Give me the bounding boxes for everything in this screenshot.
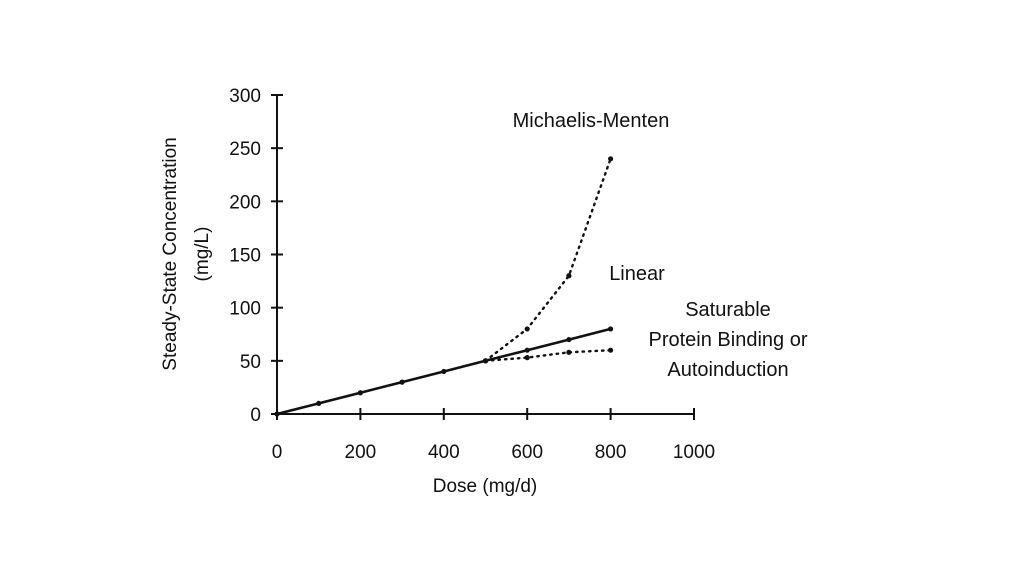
series-0-point-6 [524,347,530,353]
x-tick-label-1000: 1000 [673,442,715,463]
series-0-point-2 [357,390,363,396]
series-0-point-8 [608,326,614,332]
series-0-point-7 [566,336,572,343]
y-tick-label-250: 250 [229,139,261,160]
annotation-michaelis-menten: Michaelis-Menten [513,110,670,132]
y-tick-label-50: 50 [240,352,261,373]
y-tick-label-300: 300 [229,86,261,107]
x-tick-label-800: 800 [595,442,627,463]
annotation-saturable-line3: Autoinduction [667,359,788,381]
y-tick-label-100: 100 [229,299,261,320]
series-line-2 [484,349,612,362]
x-tick-label-400: 400 [428,442,460,463]
series-0-point-3 [399,379,405,385]
series-2-point-0 [482,358,489,364]
plot-area: 0 200 400 600 800 1000 0 50 100 150 200 250 300 [229,86,715,463]
series-1-point-3 [608,156,614,162]
series-0-point-1 [316,400,322,406]
y-tick-label-150: 150 [229,246,261,267]
annotation-linear: Linear [609,263,665,285]
y-axis-title-line2: (mg/L) [192,227,213,282]
x-tick-label-600: 600 [511,442,543,463]
x-tick-label-200: 200 [345,442,377,463]
series-1-point-2 [566,273,572,279]
series-0-point-4 [441,368,447,375]
y-axis-title-line1: Steady-State Concentration [160,137,181,370]
y-axis-title: Steady-State Concentration (mg/L) [160,137,213,370]
series-2-point-1 [524,355,530,361]
series-0-point-0 [274,411,280,417]
series-1-point-1 [524,326,530,332]
x-tick-label-0: 0 [272,442,283,463]
series-2-point-2 [566,349,572,355]
series-2-point-3 [608,347,614,353]
y-tick-label-200: 200 [229,192,261,213]
y-tick-label-0: 0 [250,405,261,426]
x-axis-title: Dose (mg/d) [433,476,538,497]
annotation-saturable-line2: Protein Binding or [649,329,808,351]
series-line-1 [484,157,612,362]
annotation-saturable-line1: Saturable [685,299,771,321]
